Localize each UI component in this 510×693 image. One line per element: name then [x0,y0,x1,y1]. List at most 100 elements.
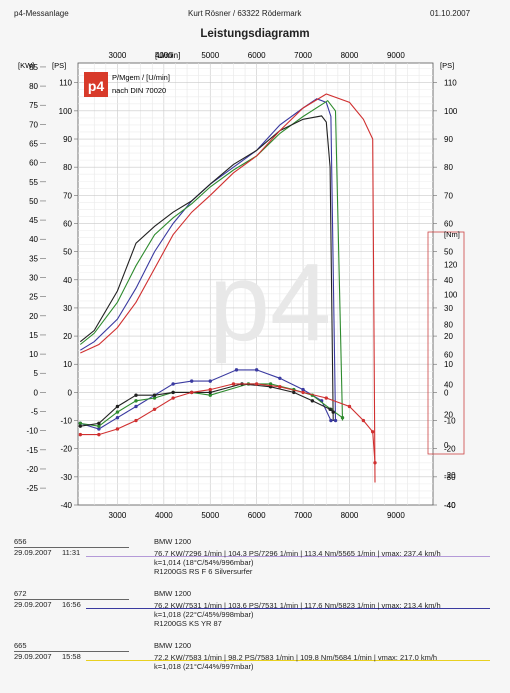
kw-tick-label: -5 [31,408,39,417]
series-point [171,382,175,386]
series-point [254,368,259,372]
series-point [254,382,259,386]
series-point [189,379,194,383]
series-point [134,399,138,403]
ps-tick-label: 110 [444,79,457,88]
ps-tick-label: 0 [444,388,449,397]
ps-tick-label: 100 [444,107,458,116]
run-color-line [86,608,490,609]
legend-line2: nach DIN 70020 [112,86,166,95]
run-color-line [86,556,490,557]
series-point [152,393,157,397]
run-entry: 665 29.09.2007 15:58 BMW 1200 72.2 KW/75… [0,641,510,693]
kw-tick-label: -15 [26,446,38,455]
series-line-power [79,99,344,421]
series-point [361,418,366,423]
series-point [340,416,345,420]
kw-tick-label: -20 [26,465,38,474]
ps-tick-label: 60 [63,219,72,228]
series-point [292,390,296,395]
series-point [278,385,282,389]
nm-tick-label: -40 [444,501,456,510]
kw-tick-label: 55 [29,178,38,187]
kw-tick-label: 35 [29,254,38,263]
series-point [115,427,120,431]
run-entry: 656 29.09.2007 11:31 BMW 1200 76.7 KW/72… [0,537,510,589]
nm-tick-label: 40 [444,381,453,390]
ps-tick-label: -10 [444,417,456,426]
series-point [78,432,83,437]
series-point [328,407,332,411]
series-point [333,418,338,423]
run-conditions: k=1,014 (18°C/54%/996mbar) [154,558,254,567]
ps-tick-label: 30 [63,304,72,313]
run-date: 29.09.2007 [14,548,52,557]
x-tick-label: 4000 [155,511,173,520]
x-tick-label: 9000 [387,511,405,520]
run-conditions: k=1,018 (21°C/44%/997mbar) [154,662,254,671]
series-point [278,376,282,381]
p4-logo [84,72,108,97]
series-point [115,416,120,420]
x-tick-label: 7000 [294,511,312,520]
series-point [373,461,377,465]
series-point [152,396,157,400]
run-entry: 672 29.09.2007 16:56 BMW 1200 76.2 KW/75… [0,589,510,641]
ps-tick-label: 80 [444,163,453,172]
kw-tick-label: 40 [29,235,38,244]
ps-tick-label: 100 [59,107,73,116]
x-tick-label: 6000 [248,51,266,60]
p4-logo-text: p4 [88,78,105,94]
run-values: 76.2 KW/7531 1/min | 103.6 PS/7531 1/min… [154,601,441,610]
ps-tick-label: 50 [63,248,72,257]
run-time: 16:56 [62,600,81,609]
x-tick-label: 8000 [341,51,359,60]
run-title: BMW 1200 [154,641,192,650]
ps-tick-label: 10 [444,360,453,369]
kw-tick-label: 50 [29,197,38,206]
series-point [208,387,212,392]
nm-tick-label: 0 [444,441,449,450]
ps-tick-label: -20 [60,445,72,454]
kw-tick-label: 75 [29,101,38,110]
run-time: 11:31 [62,548,81,557]
x-tick-label: 5000 [201,51,219,60]
kw-tick-label: 85 [29,63,38,72]
series-point [208,390,212,395]
series-point [115,410,120,414]
run-values: 72.2 KW/7583 1/min | 98.2 PS/7583 1/min … [154,653,438,662]
ps-tick-label: 60 [444,219,453,228]
x-tick-label: 3000 [109,51,127,60]
kw-tick-label: 15 [29,331,38,340]
x-tick-label: 4000 [155,51,173,60]
series-point [78,421,83,426]
legend-line1: P/Mgem / [U/min] [112,73,170,82]
x-axis-unit: [U/min] [155,51,180,60]
series-point [208,379,212,383]
series-point [97,432,101,437]
ps-axis-unit: [PS] [52,61,66,70]
kw-tick-label: 0 [34,388,39,397]
header-center: Kurt Rösner / 63322 Rödermark [188,9,302,18]
kw-tick-label: -10 [26,427,38,436]
nm-tick-label: 80 [444,320,453,329]
series-point [301,387,305,392]
kw-tick-label: 80 [29,82,38,91]
ps-tick-label: 10 [63,360,72,369]
run-time: 15:58 [62,652,81,661]
ps-tick-label: -40 [444,501,456,510]
series-point [134,393,138,397]
series-point [310,399,315,403]
nm-axis-frame [427,231,465,455]
ps-tick-label: 90 [444,135,453,144]
ps-tick-label: -20 [444,445,456,454]
nm-tick-label: 100 [444,290,458,299]
kw-tick-label: 65 [29,140,38,149]
series-point [134,404,138,409]
power-chart: p4 3000 4000 5000 6000 7000 8000 9000 3000 4000… [18,51,465,520]
run-vehicle: R1200GS KS YR 87 [154,619,222,628]
x-tick-label: 7000 [294,51,312,60]
run-title: BMW 1200 [154,589,192,598]
